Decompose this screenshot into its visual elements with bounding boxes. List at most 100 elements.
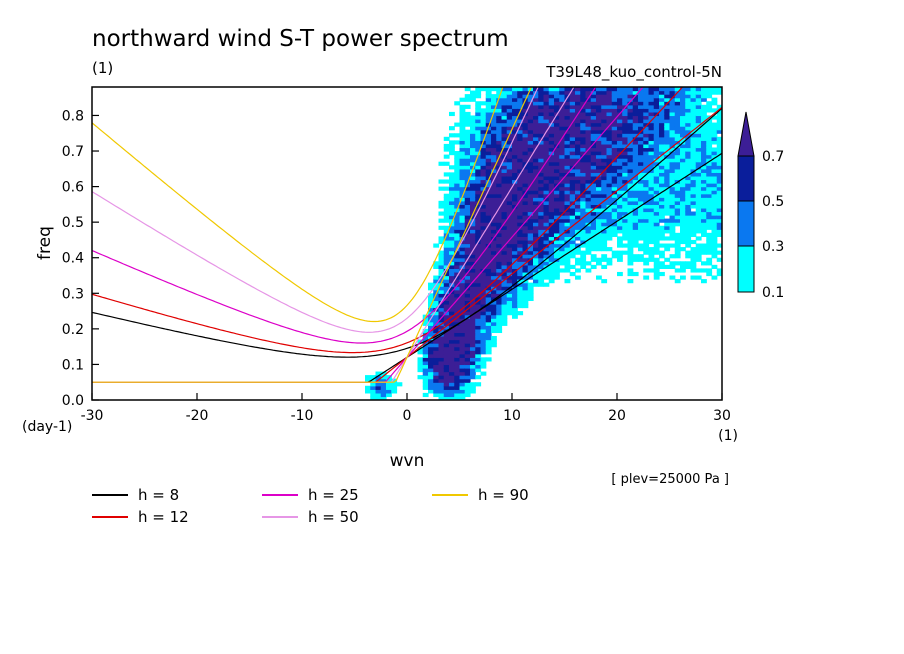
contour-cell <box>674 154 681 159</box>
contour-cell <box>470 275 476 280</box>
contour-cell <box>470 200 476 205</box>
contour-cell <box>617 94 623 99</box>
contour-cell <box>659 140 665 145</box>
contour-cell <box>653 165 660 170</box>
contour-cell <box>690 204 697 209</box>
contour-cell <box>470 314 476 319</box>
contour-cell <box>480 161 487 166</box>
contour-cell <box>438 360 445 366</box>
contour-cell <box>706 250 713 255</box>
contour-cell <box>391 385 398 390</box>
contour-cell <box>706 175 713 181</box>
contour-cell <box>443 357 450 362</box>
contour-cell <box>554 119 560 124</box>
contour-cell <box>527 111 534 117</box>
contour-cell <box>627 119 634 124</box>
contour-cell <box>517 186 524 191</box>
contour-cell <box>438 271 445 277</box>
contour-cell <box>711 215 718 220</box>
contour-cell <box>559 179 566 184</box>
contour-cell <box>664 143 671 149</box>
contour-cell <box>643 250 650 255</box>
contour-cell <box>527 247 534 252</box>
contour-cell <box>459 168 466 173</box>
contour-cell <box>638 126 644 131</box>
contour-cell <box>569 215 576 220</box>
contour-cell <box>443 239 450 245</box>
contour-cell <box>464 143 471 149</box>
contour-cell <box>485 296 492 302</box>
contour-cell <box>464 296 471 302</box>
contour-cell <box>674 101 681 106</box>
contour-cell <box>491 143 497 149</box>
contour-cell <box>669 90 676 95</box>
contour-cell <box>564 279 571 284</box>
contour-cell <box>622 126 629 131</box>
contour-cell <box>653 175 660 181</box>
contour-cell <box>659 87 665 92</box>
contour-cell <box>559 87 566 92</box>
contour-cell <box>496 289 503 294</box>
contour-cell <box>643 87 650 92</box>
contour-cell <box>485 311 492 316</box>
contour-cell <box>548 250 555 255</box>
contour-cell <box>501 211 508 216</box>
contour-cell <box>475 350 482 355</box>
contour-cell <box>428 343 434 348</box>
contour-cell <box>695 87 702 92</box>
contour-cell <box>596 136 602 141</box>
contour-cell <box>443 161 450 166</box>
contour-cell <box>669 147 676 152</box>
contour-cell <box>501 271 508 277</box>
contour-cell <box>491 328 497 334</box>
contour-cell <box>438 371 445 376</box>
contour-cell <box>638 108 644 113</box>
contour-cell <box>438 296 445 302</box>
x-unit-label: (1) <box>718 428 738 444</box>
contour-cell <box>659 151 665 156</box>
contour-cell <box>380 382 387 387</box>
contour-cell <box>559 207 566 213</box>
contour-cell <box>443 275 450 280</box>
contour-cell <box>428 282 434 287</box>
contour-cell <box>627 172 634 177</box>
contour-cell <box>648 129 655 134</box>
contour-cell <box>643 101 650 106</box>
contour-cell <box>501 236 508 241</box>
contour-cell <box>580 147 587 152</box>
contour-cell <box>506 111 513 117</box>
contour-cell <box>695 207 702 213</box>
contour-cell <box>438 236 445 241</box>
contour-cell <box>449 332 455 337</box>
contour-cell <box>459 396 466 400</box>
contour-cell <box>669 122 676 127</box>
contour-cell <box>690 165 697 170</box>
contour-cell <box>611 197 618 202</box>
contour-cell <box>648 190 655 195</box>
contour-cell <box>716 183 722 188</box>
contour-cell <box>559 151 566 156</box>
contour-cell <box>596 186 602 191</box>
contour-cell <box>454 332 461 337</box>
contour-cell <box>590 172 597 177</box>
contour-cell <box>501 293 508 298</box>
contour-cell <box>438 282 445 287</box>
contour-cell <box>527 190 534 195</box>
contour-cell <box>459 190 466 195</box>
contour-cell <box>475 229 482 234</box>
contour-cell <box>491 243 497 248</box>
contour-cell <box>706 186 713 191</box>
contour-cell <box>596 218 602 223</box>
contour-cell <box>653 257 660 262</box>
contour-cell <box>522 179 529 184</box>
contour-cell <box>475 247 482 252</box>
contour-cell <box>674 250 681 255</box>
contour-cell <box>669 136 676 141</box>
contour-cell <box>470 250 476 255</box>
contour-cell <box>548 147 555 152</box>
contour-cell <box>370 382 377 387</box>
contour-cell <box>669 126 676 131</box>
contour-cell <box>543 193 550 198</box>
contour-cell <box>685 97 692 102</box>
contour-cell <box>512 193 518 198</box>
